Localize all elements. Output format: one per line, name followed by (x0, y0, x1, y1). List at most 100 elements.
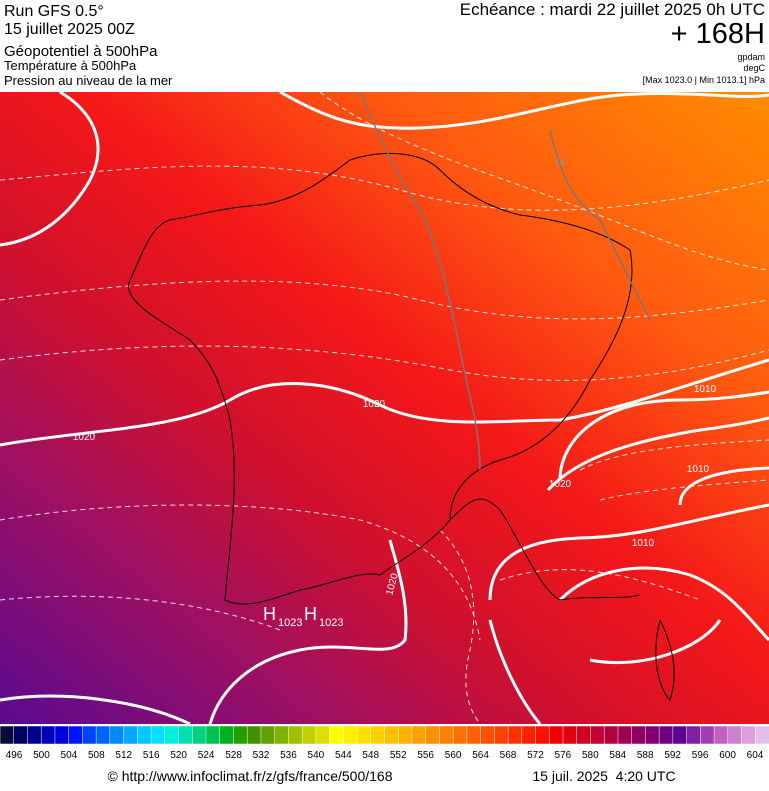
map-overlay (0, 92, 769, 724)
header-line: Run GFS 0.5° (4, 3, 104, 20)
colorbar-swatch (40, 725, 56, 745)
colorbar-swatch (439, 725, 454, 745)
colorbar-swatch (274, 725, 290, 745)
colorbar-swatch (535, 725, 551, 745)
colorbar-swatch (164, 725, 180, 745)
high-letter: H (304, 604, 317, 624)
unit-label: degC (743, 63, 765, 73)
colorbar-swatch (329, 725, 345, 745)
colorbar-swatch (315, 725, 331, 745)
echeance: Echéance : mardi 22 juillet 2025 0h UTC (460, 0, 765, 19)
high-letter: H (263, 604, 276, 624)
isobar-label: 1010 (632, 538, 655, 549)
colorbar-swatch (713, 725, 729, 745)
colorbar-tick: 500 (33, 750, 50, 761)
colorbar-swatch (590, 725, 605, 745)
isotherm-label: 16 (555, 157, 565, 167)
colorbar-swatch (480, 725, 496, 745)
colorbar-tick: 528 (225, 750, 242, 761)
colorbar-swatch (411, 725, 427, 745)
colorbar-swatch (137, 725, 152, 745)
colorbar-swatch (425, 725, 441, 745)
colorbar-swatch (549, 725, 564, 745)
colorbar-tick: 600 (719, 750, 736, 761)
colorbar-tick: 504 (61, 750, 78, 761)
isobar-label: 1020 (549, 479, 572, 490)
colorbar-tick: 512 (115, 750, 132, 761)
header-line: Géopotentiel à 500hPa (4, 43, 158, 60)
isobar-label: 1010 (687, 464, 710, 475)
colorbar-tick: 516 (143, 750, 160, 761)
colorbar-tick: 564 (472, 750, 489, 761)
lead-time: + 168H (671, 18, 765, 50)
colorbar-swatch (507, 725, 523, 745)
colorbar-tick: 596 (692, 750, 709, 761)
colorbar-swatch (205, 725, 221, 745)
colorbar-tick: 588 (637, 750, 654, 761)
colorbar-swatch (370, 725, 386, 745)
colorbar-swatch (95, 725, 111, 745)
colorbar-swatch (150, 725, 166, 745)
colorbar-tick: 496 (6, 750, 23, 761)
colorbar-swatch (27, 725, 42, 745)
colorbar-swatch (219, 725, 235, 745)
colorbar-swatch (343, 725, 358, 745)
colorbar-tick: 536 (280, 750, 297, 761)
colorbar-swatch (631, 725, 647, 745)
colorbar-swatch (301, 725, 317, 745)
unit-label: gpdam (737, 52, 765, 62)
colorbar-swatch (178, 725, 193, 745)
colorbar-swatch (233, 725, 248, 745)
colorbar-tick: 532 (253, 750, 270, 761)
colorbar-swatch (686, 725, 702, 745)
colorbar-tick: 576 (555, 750, 572, 761)
colorbar-swatch (755, 725, 769, 745)
rivers (359, 92, 651, 471)
colorbar-swatch (192, 725, 207, 745)
colorbar-swatch (741, 725, 757, 745)
high-value: 1023 (319, 617, 343, 629)
colorbar-swatch (521, 725, 537, 745)
colorbar-swatch (700, 725, 715, 745)
isotherms (0, 92, 769, 724)
colorbar-swatch (727, 725, 743, 745)
colorbar-tick: 568 (500, 750, 517, 761)
colorbar-swatch (356, 725, 372, 745)
colorbar-swatch (603, 725, 619, 745)
unit-label: [Max 1023.0 | Min 1013.1] hPa (643, 75, 765, 85)
isobar-label: 1010 (694, 384, 717, 395)
colorbar-tick: 580 (582, 750, 599, 761)
header-line: Pression au niveau de la mer (4, 73, 173, 88)
colorbar-tick: 584 (609, 750, 626, 761)
colorbar-swatch (54, 725, 70, 745)
colorbar-swatch (288, 725, 303, 745)
colorbar-swatch (260, 725, 276, 745)
colorbar-tick: 552 (390, 750, 407, 761)
footer-time: 15 juil. 2025 4:20 UTC (532, 768, 675, 784)
footer-source: © http://www.infoclimat.fr/z/gfs/france/… (108, 768, 393, 784)
colorbar-tick: 548 (362, 750, 379, 761)
colorbar-swatch (452, 725, 468, 745)
colorbar-swatch (68, 725, 84, 745)
colorbar-tick: 604 (747, 750, 764, 761)
isobars (0, 92, 769, 724)
colorbar-tick: 520 (170, 750, 187, 761)
colorbar-tick: 592 (664, 750, 681, 761)
coastlines (127, 152, 675, 701)
colorbar-swatch (658, 725, 674, 745)
colorbar-tick: 540 (308, 750, 325, 761)
colorbar-swatch (109, 725, 125, 745)
colorbar-tick: 572 (527, 750, 544, 761)
colorbar-swatch (0, 725, 15, 745)
colorbar-swatch (576, 725, 592, 745)
colorbar-tick: 524 (198, 750, 215, 761)
colorbar-swatch (123, 725, 139, 745)
colorbar-tick: 508 (88, 750, 105, 761)
colorbar-swatch (246, 725, 262, 745)
colorbar-swatch (672, 725, 688, 745)
colorbar-tick: 556 (417, 750, 434, 761)
isobar-label: 1020 (73, 432, 96, 443)
colorbar-tick: 544 (335, 750, 352, 761)
colorbar-swatch (13, 725, 29, 745)
